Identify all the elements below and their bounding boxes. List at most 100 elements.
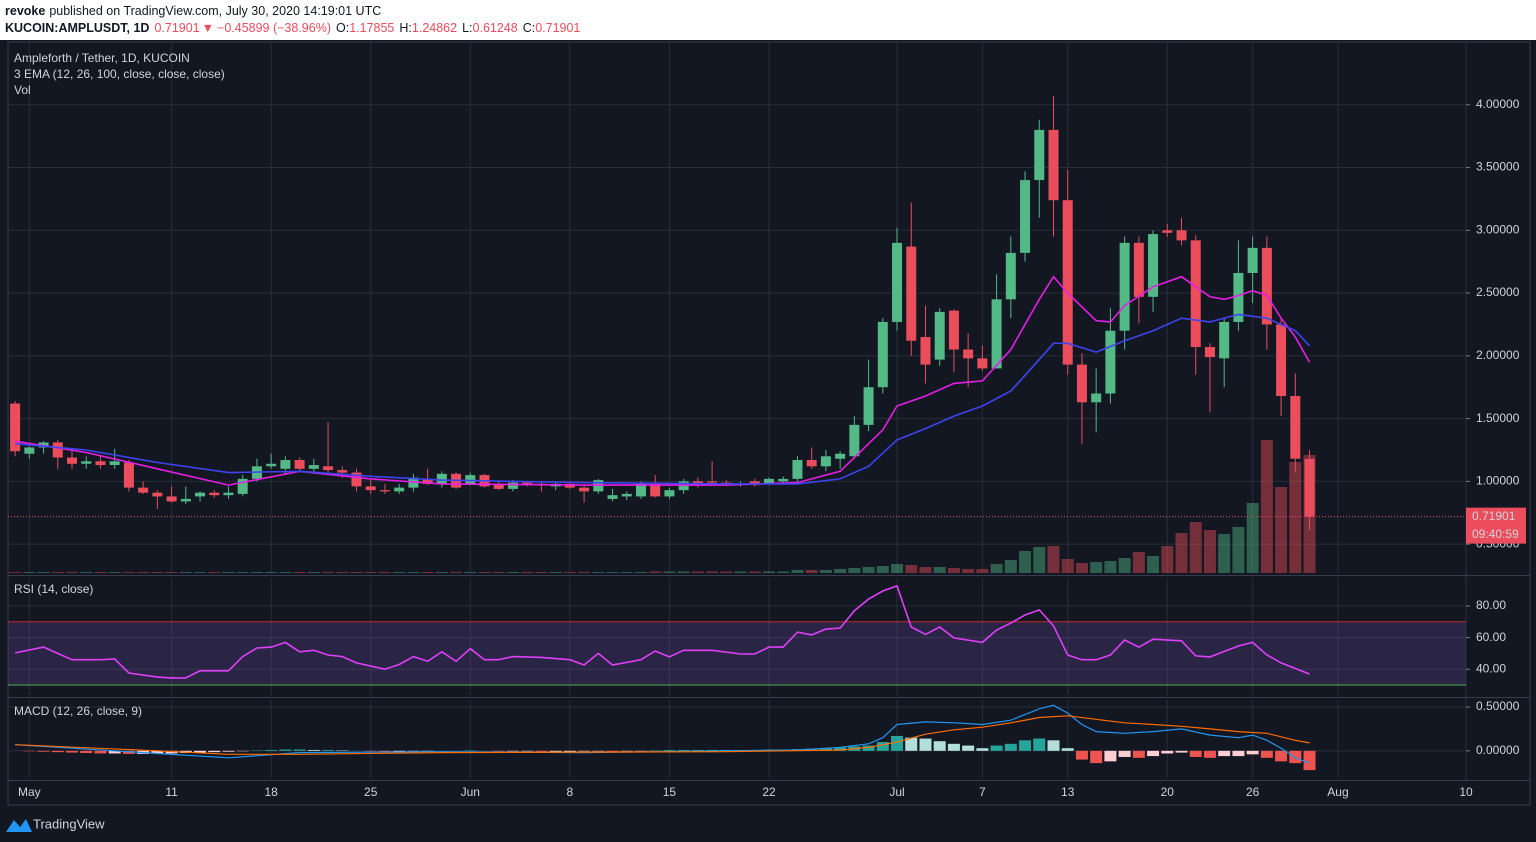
- candle-body: [465, 475, 476, 484]
- macd-histogram-bar: [151, 750, 164, 754]
- y-tick-label: 80.00: [1476, 598, 1506, 612]
- candle-body: [1247, 247, 1258, 273]
- volume-bar: [1175, 533, 1188, 573]
- candle-body: [280, 460, 291, 469]
- volume-bar: [151, 572, 164, 573]
- macd-line: [15, 715, 1310, 755]
- candle-body: [1204, 347, 1215, 358]
- volume-bar: [450, 572, 463, 573]
- volume-bar: [1289, 462, 1302, 573]
- macd-histogram-bar: [1004, 743, 1017, 751]
- volume-bar: [848, 568, 861, 573]
- volume-bar: [1075, 563, 1088, 573]
- candle-body: [948, 310, 959, 350]
- macd-histogram-bar: [947, 743, 960, 751]
- x-tick-label: 11: [165, 785, 178, 799]
- x-tick-label: 25: [364, 785, 378, 799]
- logo-icon: [6, 819, 32, 832]
- candle-body: [707, 481, 718, 483]
- plot-layer: May 11 18 25 Jun 8 15 22 Jul 7 13 20 26 Aug 10 0.50000 1…: [8, 42, 1526, 799]
- volume-bar: [23, 572, 36, 573]
- candle-body: [493, 483, 504, 489]
- volume-bar: [236, 572, 249, 573]
- volume-bar: [1118, 558, 1131, 573]
- macd-histogram-bar: [80, 750, 93, 754]
- candle-body: [1162, 230, 1173, 233]
- ohlc-value: 0.71901: [535, 21, 580, 35]
- candle-body: [621, 493, 632, 497]
- volume-bar: [677, 571, 690, 573]
- volume-bar: [350, 572, 363, 573]
- volume-bar: [933, 567, 946, 573]
- macd-histogram-bar: [194, 750, 207, 753]
- x-tick-label: 26: [1246, 785, 1260, 799]
- volume-bar: [265, 572, 278, 573]
- candle-body: [764, 478, 775, 484]
- macd-histogram-bar: [819, 748, 832, 751]
- macd-histogram-bar: [393, 750, 406, 752]
- volume-bar: [748, 571, 761, 573]
- macd-histogram-bar: [862, 745, 875, 751]
- ohlc-label: L:: [462, 21, 472, 35]
- rsi-title: RSI (14, close): [14, 582, 93, 596]
- macd-histogram-bar: [1090, 750, 1103, 764]
- volume-bar: [1061, 559, 1074, 573]
- candle-body: [863, 387, 874, 425]
- macd-histogram-bar: [834, 747, 847, 751]
- ema-line: [14, 275, 1311, 486]
- y-tick-label: 1.50000: [1476, 411, 1520, 425]
- y-tick-label: 60.00: [1476, 630, 1506, 644]
- candle-body: [991, 299, 1002, 369]
- macd-histogram-bar: [1104, 750, 1117, 762]
- candle-body: [266, 463, 277, 467]
- candle-body: [892, 242, 903, 322]
- volume-bar: [80, 572, 93, 573]
- volume-bar: [250, 572, 263, 573]
- candle-body: [365, 486, 376, 491]
- symbol-line: KUCOIN:AMPLUSDT, 1D 0.71901 ▼ −0.45899 (−38…: [5, 21, 580, 35]
- volume-bar: [1019, 551, 1032, 573]
- macd-histogram-bar: [549, 750, 562, 752]
- macd-histogram-bar: [663, 749, 676, 751]
- candle-body: [223, 492, 234, 496]
- macd-histogram-bar: [1218, 750, 1231, 757]
- volume-bar: [691, 571, 704, 573]
- candle-body: [835, 453, 846, 459]
- ohlc-value: 1.17855: [349, 21, 394, 35]
- macd-histogram-bar: [1246, 750, 1259, 755]
- candle-body: [849, 424, 860, 457]
- volume-bar: [51, 572, 64, 573]
- macd-histogram-bar: [165, 750, 178, 754]
- x-tick-label: Jun: [461, 785, 480, 799]
- last-price: 0.71901: [154, 21, 199, 35]
- macd-histogram-bar: [322, 749, 335, 751]
- candle-body: [906, 246, 917, 341]
- candle-body: [1105, 330, 1116, 394]
- macd-histogram-bar: [1260, 750, 1273, 758]
- candle-body: [778, 478, 789, 482]
- volume-bar: [620, 572, 633, 573]
- candle-body: [24, 447, 35, 454]
- x-tick-label: 22: [762, 785, 776, 799]
- published: published on TradingView.com, July 30, 2…: [49, 4, 381, 18]
- macd-histogram-bar: [1047, 740, 1060, 751]
- candle-body: [95, 461, 106, 466]
- volume-bar: [307, 572, 320, 573]
- x-tick-label: 15: [663, 785, 677, 799]
- x-tick-label: Jul: [889, 785, 904, 799]
- candle-body: [1005, 252, 1016, 300]
- macd-title: MACD (12, 26, close, 9): [14, 704, 142, 718]
- macd-histogram-bar: [1075, 750, 1088, 760]
- volume-bar: [606, 572, 619, 573]
- logo: [6, 819, 32, 832]
- volume-bar: [777, 571, 790, 573]
- candle-body: [1062, 200, 1073, 365]
- candle-body: [209, 492, 220, 496]
- candle-body: [394, 487, 405, 492]
- macd-histogram-bar: [1147, 750, 1160, 757]
- x-tick-label: 8: [567, 785, 574, 799]
- macd-histogram-bar: [94, 750, 107, 754]
- macd-histogram-bar: [1232, 750, 1245, 757]
- volume-bar: [9, 572, 22, 573]
